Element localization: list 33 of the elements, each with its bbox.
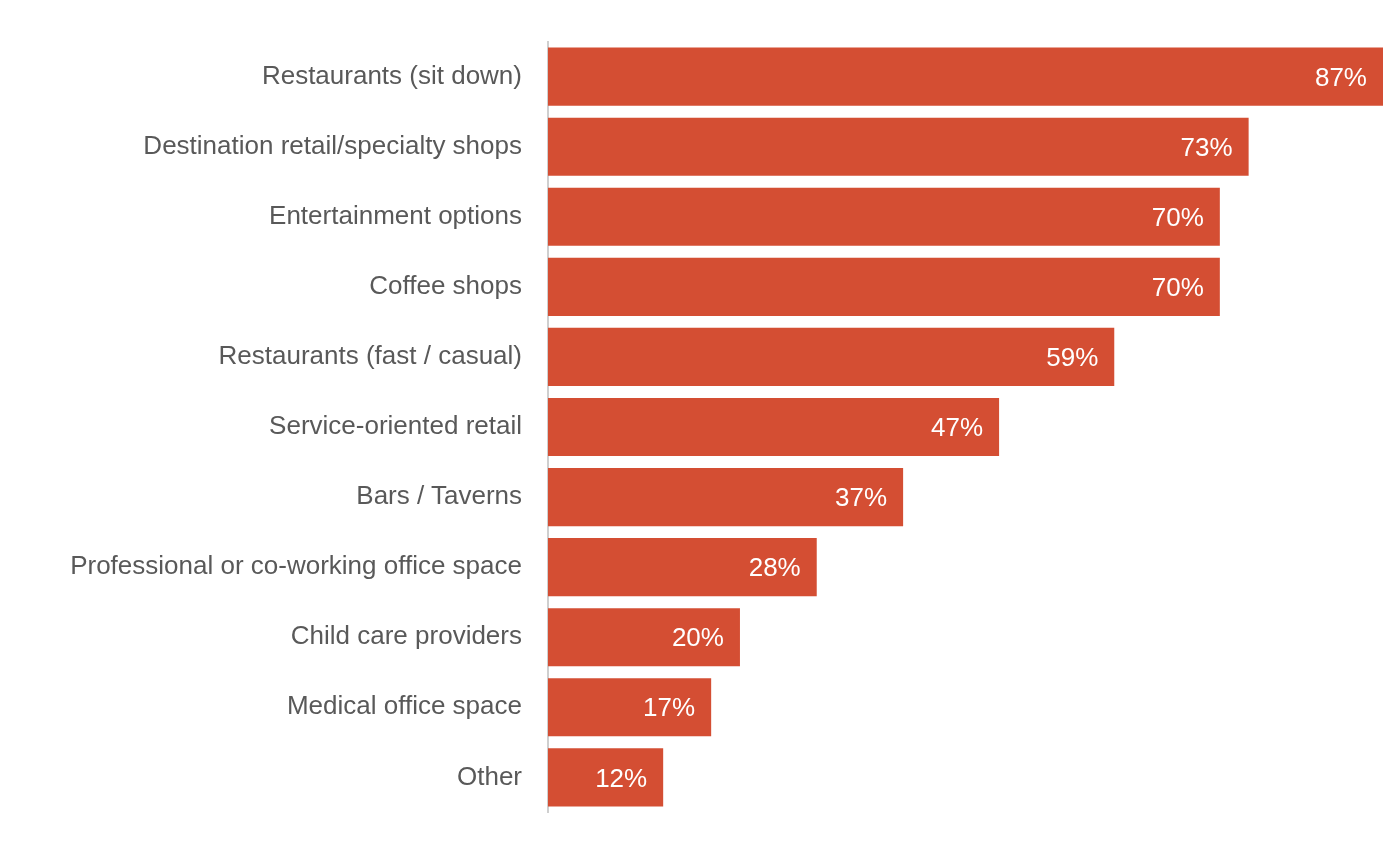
data-label: 70% — [1151, 272, 1204, 303]
data-label: 28% — [748, 552, 801, 583]
data-label: 12% — [595, 762, 648, 793]
y-tick-label: Professional or co-working office space — [70, 550, 522, 581]
bar — [548, 748, 664, 807]
data-label: 37% — [835, 482, 888, 513]
bar — [548, 538, 817, 597]
data-label: 20% — [671, 622, 724, 653]
bar — [548, 467, 904, 527]
y-tick-label: Bars / Taverns — [356, 480, 522, 511]
y-tick-label: Medical office space — [286, 690, 522, 721]
data-label: 47% — [931, 412, 984, 443]
bar — [548, 117, 1249, 176]
bar — [548, 608, 740, 667]
data-label: 59% — [1046, 342, 1099, 373]
y-tick-label: Other — [456, 760, 523, 791]
bar — [548, 327, 1115, 387]
bar — [548, 187, 1220, 246]
y-tick-label: Destination retail/specialty shops — [143, 129, 522, 160]
y-tick-label: Entertainment options — [269, 199, 522, 230]
data-label: 73% — [1180, 131, 1233, 162]
bar — [548, 397, 1000, 457]
data-label: 70% — [1151, 201, 1204, 232]
y-tick-label: Restaurants (sit down) — [261, 59, 522, 90]
bar — [548, 257, 1220, 316]
y-tick-label: Coffee shops — [369, 270, 522, 301]
y-tick-label: Child care providers — [290, 620, 522, 651]
data-label: 17% — [643, 692, 696, 723]
y-tick-label: Restaurants (fast / casual) — [218, 340, 522, 371]
bar — [548, 47, 1383, 106]
bar — [548, 678, 712, 737]
data-label: 87% — [1314, 61, 1367, 92]
y-tick-label: Service-oriented retail — [269, 410, 522, 441]
